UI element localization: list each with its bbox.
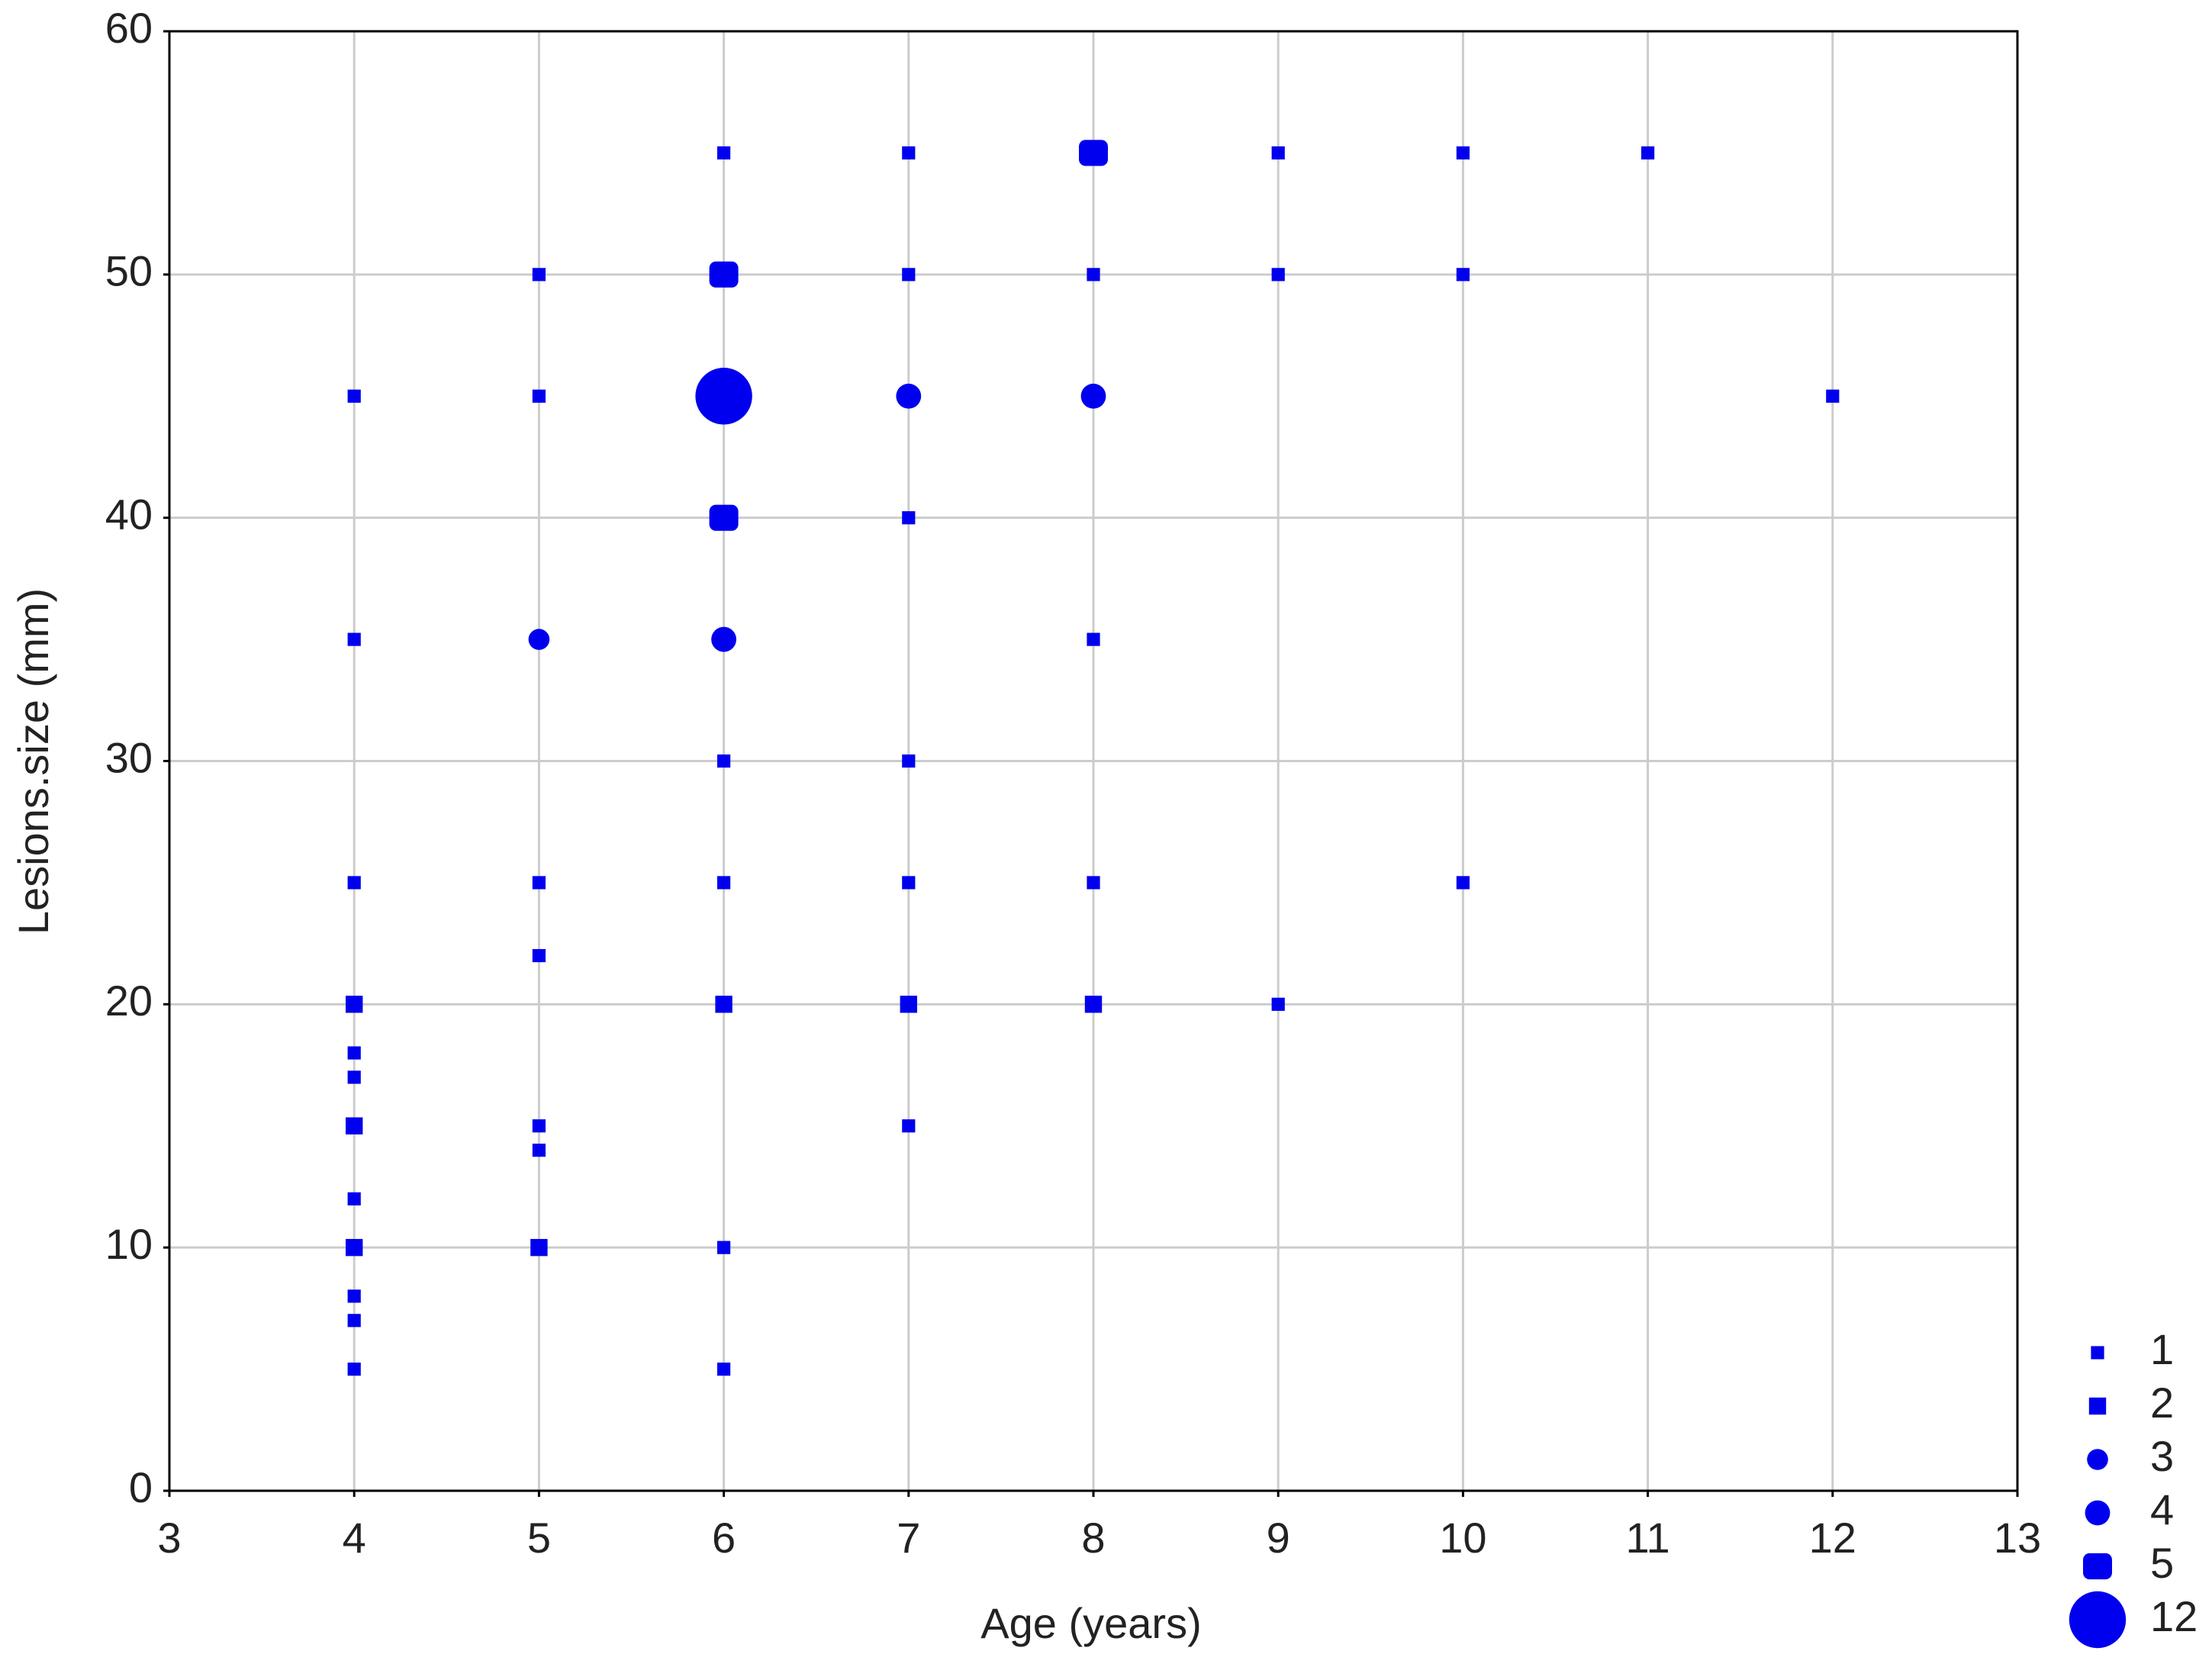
y-axis-title: Lesions.size (mm) — [9, 588, 57, 935]
x-tick-label: 11 — [1626, 1514, 1670, 1562]
bubble — [902, 754, 916, 768]
legend-marker — [2088, 1397, 2107, 1415]
x-tick-label: 12 — [1809, 1514, 1856, 1562]
bubble — [717, 754, 731, 768]
x-tick-label: 9 — [1267, 1514, 1290, 1562]
bubble — [717, 1241, 731, 1254]
bubble — [347, 1046, 361, 1060]
x-tick-label: 7 — [897, 1514, 920, 1562]
bubble — [1087, 268, 1100, 282]
bubble — [1271, 997, 1285, 1011]
legend-label: 2 — [2150, 1379, 2174, 1427]
bubble — [1641, 146, 1655, 160]
y-tick-label: 60 — [105, 4, 153, 52]
y-tick-label: 20 — [105, 977, 153, 1025]
bubble — [1826, 389, 1840, 403]
bubble — [717, 876, 731, 890]
y-tick-label: 0 — [129, 1463, 153, 1511]
legend-marker — [2085, 1500, 2111, 1526]
bubble — [1456, 268, 1470, 282]
legend-label: 4 — [2150, 1485, 2174, 1533]
legend-label: 1 — [2150, 1325, 2174, 1373]
bubble — [1456, 146, 1470, 160]
bubble — [900, 996, 917, 1013]
bubble — [346, 996, 363, 1013]
legend-marker — [2087, 1449, 2108, 1470]
bubble — [346, 1238, 363, 1257]
bubble — [532, 268, 546, 282]
bubble — [532, 1144, 546, 1157]
bubble — [347, 1070, 361, 1084]
bubble — [347, 1362, 361, 1376]
x-tick-label: 5 — [527, 1514, 551, 1562]
y-tick-label: 50 — [105, 247, 153, 295]
x-axis-title: Age (years) — [980, 1599, 1201, 1647]
bubble — [902, 1119, 916, 1133]
bubble — [1079, 140, 1108, 166]
bubble — [902, 876, 916, 890]
bubble — [1271, 268, 1285, 282]
bubble — [347, 389, 361, 403]
y-tick-label: 10 — [105, 1220, 153, 1268]
legend-marker — [2069, 1591, 2127, 1649]
bubble — [715, 996, 733, 1013]
bubble — [347, 632, 361, 646]
plot-frame — [168, 30, 2019, 1492]
bubble — [1271, 146, 1285, 160]
bubble — [532, 1119, 546, 1133]
bubble — [709, 504, 739, 531]
bubble — [347, 1314, 361, 1327]
bubble — [532, 389, 546, 403]
x-tick-label: 10 — [1439, 1514, 1486, 1562]
bubble — [1084, 996, 1103, 1013]
bubble — [532, 876, 546, 890]
bubble — [347, 1192, 361, 1205]
legend-marker — [2091, 1346, 2104, 1360]
bubble — [347, 1289, 361, 1303]
bubble — [1456, 876, 1470, 890]
bubble — [717, 1362, 731, 1376]
x-tick-label: 3 — [157, 1514, 181, 1562]
x-tick-label: 8 — [1081, 1514, 1105, 1562]
bubble — [896, 383, 922, 409]
bubble — [532, 948, 546, 963]
x-tick-label: 4 — [343, 1514, 366, 1562]
bubble — [902, 511, 916, 525]
x-tick-label: 6 — [712, 1514, 736, 1562]
bubble — [530, 1238, 548, 1257]
bubble — [346, 1117, 363, 1134]
bubble — [1087, 876, 1100, 890]
bubble — [1080, 383, 1106, 409]
bubble — [528, 629, 550, 650]
bubble — [902, 146, 916, 160]
bubble — [902, 268, 916, 282]
legend-marker — [2083, 1553, 2112, 1580]
y-tick-label: 40 — [105, 490, 153, 538]
x-tick-label: 13 — [1994, 1514, 2041, 1562]
legend-label: 5 — [2150, 1539, 2174, 1587]
bubble — [695, 368, 752, 425]
bubble — [347, 876, 361, 890]
legend-label: 3 — [2150, 1432, 2174, 1480]
bubble — [717, 146, 731, 160]
bubble — [709, 261, 739, 288]
y-tick-label: 30 — [105, 733, 153, 781]
bubble — [711, 626, 736, 652]
legend-label: 12 — [2150, 1592, 2198, 1640]
bubble — [1087, 632, 1100, 646]
